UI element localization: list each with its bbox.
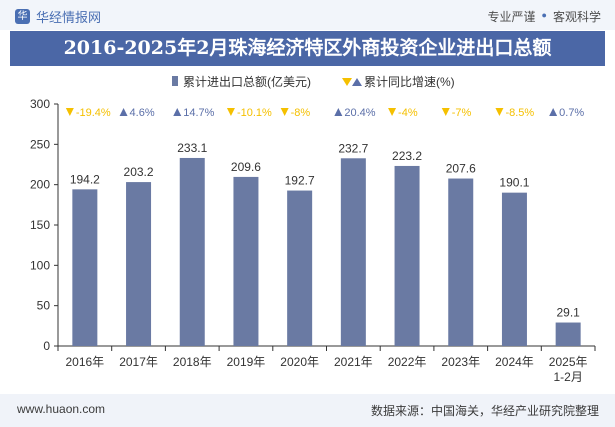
- bullet-dot-icon: ●: [541, 10, 547, 20]
- y-tick-label: 0: [43, 339, 50, 353]
- growth-up-triangle-icon: [334, 108, 343, 116]
- legend: 累计进出口总额(亿美元) 累计同比增速(%): [172, 74, 455, 89]
- bar-value-label: 233.1: [177, 141, 207, 155]
- y-tick-label: 150: [30, 218, 50, 232]
- bar: [394, 165, 420, 346]
- legend-bar-swatch: [172, 76, 178, 86]
- bar: [340, 158, 366, 346]
- brand-name: 华经情报网: [36, 10, 102, 25]
- growth-rate-label: -10.1%: [237, 107, 272, 119]
- x-tick-label: 2025年: [549, 355, 588, 369]
- top-bar: 华 华经情报网 专业严谨 ● 客观科学: [0, 0, 615, 30]
- y-tick-label: 100: [30, 258, 50, 272]
- slogan-tag-1: 专业严谨: [487, 10, 536, 24]
- growth-up-triangle-icon: [549, 108, 558, 116]
- growth-rate-label: -19.4%: [76, 107, 111, 119]
- brand-logo-icon: 华: [15, 9, 30, 24]
- growth-rate-label: 14.7%: [183, 107, 214, 119]
- bar-value-label: 209.6: [231, 160, 261, 174]
- legend-label-total: 累计进出口总额(亿美元): [183, 74, 311, 89]
- bar: [233, 176, 259, 346]
- growth-up-triangle-icon: [119, 108, 128, 116]
- chart-title: 2016-2025年2月珠海经济特区外商投资企业进出口总额: [63, 37, 552, 59]
- footer-url: www.huaon.com: [17, 402, 106, 416]
- bar: [287, 190, 313, 346]
- growth-up-triangle-icon: [173, 108, 182, 116]
- bar-value-label: 207.6: [446, 162, 476, 176]
- bar-value-label: 29.1: [556, 306, 580, 320]
- growth-down-triangle-icon: [495, 108, 504, 116]
- growth-down-triangle-icon: [65, 108, 74, 116]
- bar-value-label: 190.1: [499, 176, 529, 190]
- growth-rate-label: -4%: [398, 107, 418, 119]
- growth-rate-label: -7%: [452, 107, 472, 119]
- x-tick-label: 2019年: [227, 355, 266, 369]
- y-tick-label: 50: [37, 299, 51, 313]
- growth-rate-label: 20.4%: [344, 107, 375, 119]
- y-tick-label: 200: [30, 178, 50, 192]
- x-tick-label: 1-2月: [553, 370, 582, 384]
- growth-rate-label: -8.5%: [505, 107, 534, 119]
- legend-label-growth: 累计同比增速(%): [364, 75, 455, 89]
- legend-down-triangle-icon: [342, 78, 352, 86]
- legend-up-triangle-icon: [352, 78, 362, 86]
- x-tick-label: 2023年: [441, 355, 480, 369]
- footer: www.huaon.com 数据来源：中国海关，华经产业研究院整理: [0, 394, 615, 427]
- brand: 华 华经情报网: [15, 7, 101, 26]
- growth-rate-label: -8%: [291, 107, 311, 119]
- growth-row: -19.4% 4.6% 14.7% -10.1% -8% 20.4% -4% -7% -8.5%…: [65, 107, 584, 119]
- growth-down-triangle-icon: [441, 108, 450, 116]
- x-tick-label: 2016年: [65, 355, 104, 369]
- growth-down-triangle-icon: [226, 108, 235, 116]
- bar: [555, 322, 581, 346]
- growth-down-triangle-icon: [280, 108, 289, 116]
- x-tick-label: 2020年: [280, 355, 319, 369]
- x-tick-label: 2024年: [495, 355, 534, 369]
- slogan: 专业严谨 ● 客观科学: [488, 8, 601, 25]
- slogan-tag-2: 客观科学: [552, 10, 601, 24]
- bar: [72, 189, 98, 346]
- bar: [126, 182, 152, 346]
- bar-value-label: 194.2: [70, 172, 100, 186]
- bar-value-label: 232.7: [338, 141, 368, 155]
- growth-down-triangle-icon: [388, 108, 397, 116]
- bar: [448, 178, 474, 346]
- growth-rate-label: 0.7%: [559, 107, 584, 119]
- bar-value-label: 203.2: [124, 165, 154, 179]
- footer-source: 数据来源：中国海关，华经产业研究院整理: [370, 404, 599, 418]
- title-bar: 2016-2025年2月珠海经济特区外商投资企业进出口总额: [10, 31, 605, 66]
- bar-value-label: 192.7: [285, 174, 315, 188]
- bar: [501, 192, 527, 346]
- bars: 194.2 2016年 203.2 2017年 233.1 2018年 209.6 2019年…: [65, 141, 587, 384]
- bar-value-label: 223.2: [392, 149, 422, 163]
- x-tick-label: 2021年: [334, 355, 373, 369]
- x-tick-label: 2022年: [388, 355, 427, 369]
- growth-rate-label: 4.6%: [130, 107, 155, 119]
- y-tick-label: 250: [30, 137, 50, 151]
- y-tick-label: 300: [30, 97, 50, 111]
- bar-chart: 累计进出口总额(亿美元) 累计同比增速(%) 0 50 100 150 200 250 30…: [30, 74, 596, 384]
- x-tick-label: 2018年: [173, 355, 212, 369]
- x-tick-label: 2017年: [119, 355, 158, 369]
- bar: [179, 157, 205, 346]
